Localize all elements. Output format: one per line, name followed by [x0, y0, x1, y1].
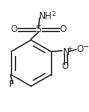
Text: O: O — [62, 62, 69, 71]
Text: 2: 2 — [51, 11, 55, 17]
Text: NH: NH — [38, 12, 51, 21]
Text: F: F — [8, 80, 13, 89]
Text: +: + — [67, 46, 73, 52]
Text: −: − — [82, 44, 88, 50]
Text: N: N — [62, 47, 69, 57]
Text: O: O — [77, 45, 84, 54]
Text: O: O — [60, 25, 67, 34]
Text: S: S — [36, 25, 41, 34]
Text: O: O — [10, 25, 17, 34]
